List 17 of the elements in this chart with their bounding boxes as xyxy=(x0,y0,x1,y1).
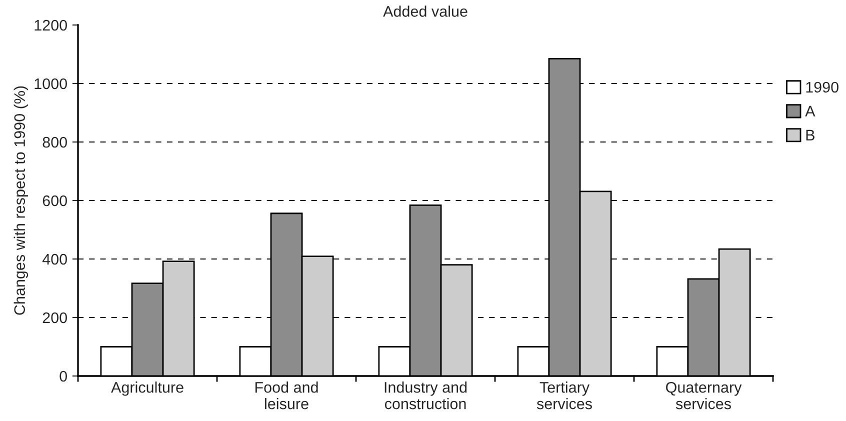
y-tick-label: 1000 xyxy=(34,78,67,90)
y-tick-label: 600 xyxy=(42,195,67,206)
y-tick-label: 1200 xyxy=(34,20,67,31)
y-tick-label: 200 xyxy=(42,312,67,324)
legend-label: B xyxy=(806,130,814,140)
y-axis-title: Changes with respect to 1990 (%) xyxy=(14,86,28,315)
x-tick-label: Industry and construction xyxy=(384,382,467,410)
y-tick-label: 0 xyxy=(60,370,67,382)
x-tick-label: Food and leisure xyxy=(255,382,318,410)
x-tick-label: Tertiary services xyxy=(536,382,592,410)
legend-label: 1990 xyxy=(806,82,838,93)
chart-title: Added value xyxy=(383,6,468,17)
x-tick-label: Quaternary services xyxy=(666,382,742,410)
y-tick-label: 800 xyxy=(42,136,67,148)
x-tick-label: Agriculture xyxy=(111,382,184,396)
legend-label: A xyxy=(805,106,816,116)
y-tick-label: 400 xyxy=(42,254,67,265)
